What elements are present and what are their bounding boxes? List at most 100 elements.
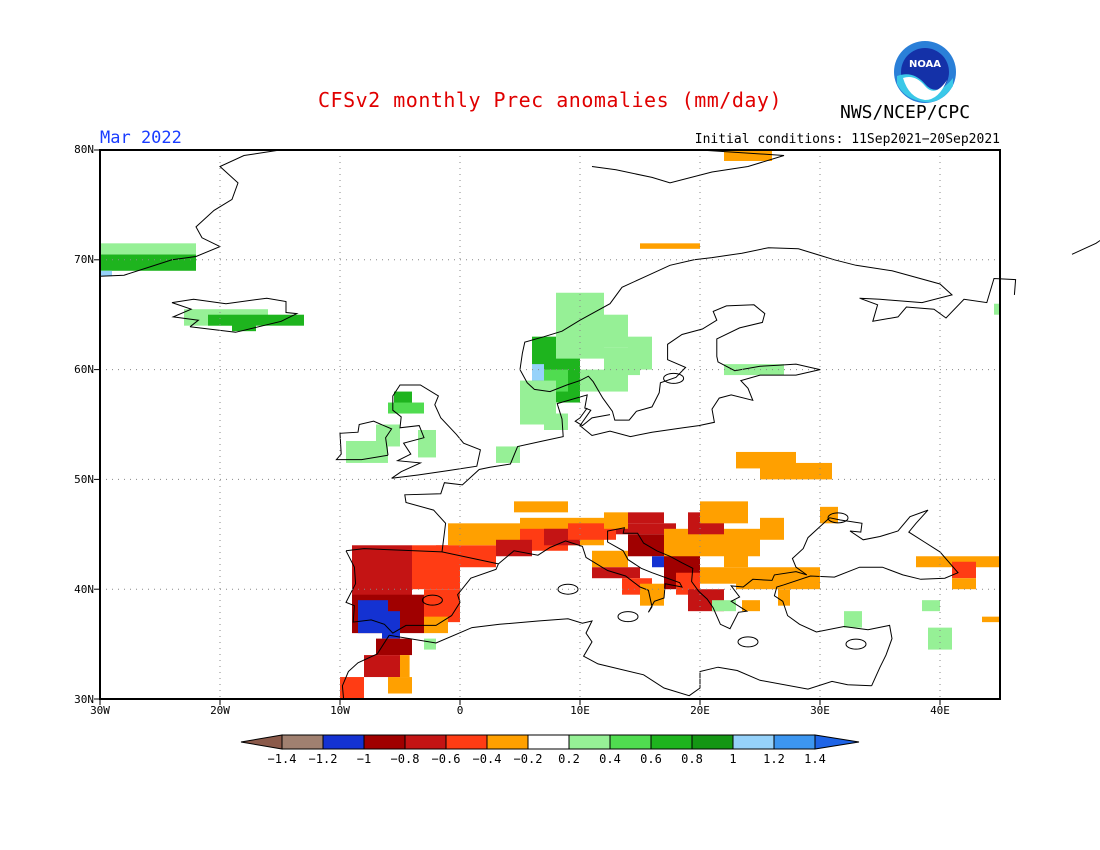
logo-text: NOAA — [909, 59, 941, 70]
colorbar-label: −1 — [356, 752, 372, 766]
coastlines — [99, 149, 1100, 700]
lon-label: 10E — [570, 704, 590, 717]
colorbar-label: 0.6 — [640, 752, 662, 766]
anomaly-cell — [232, 320, 256, 332]
anomaly-cell — [700, 501, 748, 524]
map-title: CFSv2 monthly Prec anomalies (mm/day) — [317, 88, 783, 112]
island — [421, 594, 443, 606]
coastline — [341, 635, 390, 700]
forecast-month: Mar 2022 — [100, 128, 182, 148]
colorbar-swatch — [527, 734, 570, 750]
anomaly-cells — [100, 150, 1000, 699]
anomaly-cell — [340, 677, 364, 699]
colorbar-swatch — [732, 734, 775, 750]
lon-label: 10W — [330, 704, 350, 717]
colorbar-label: 1 — [729, 752, 737, 766]
anomaly-cell — [388, 402, 424, 414]
colorbar-label: −0.6 — [431, 752, 461, 766]
colorbar-label: −0.8 — [390, 752, 420, 766]
lat-label: 80N — [74, 143, 94, 156]
anomaly-cell — [640, 583, 664, 606]
colorbar-swatch — [650, 734, 693, 750]
anomaly-cell — [100, 270, 112, 277]
island — [845, 638, 867, 650]
map-frame — [99, 149, 1001, 700]
coastline — [574, 407, 611, 427]
colorbar-label: −1.2 — [308, 752, 338, 766]
anomaly-cell — [544, 413, 568, 430]
lon-label: 20W — [210, 704, 230, 717]
colorbar-swatch — [486, 734, 529, 750]
colorbar-swatch — [609, 734, 652, 750]
anomaly-cell — [172, 243, 196, 255]
anomaly-cell — [952, 561, 976, 579]
coastline — [1071, 239, 1100, 255]
coastline — [498, 509, 959, 687]
colorbar-swatch — [773, 734, 816, 750]
anomaly-cell — [496, 539, 532, 557]
lon-label: 20E — [690, 704, 710, 717]
coastline — [391, 384, 481, 479]
anomaly-cell — [100, 243, 172, 255]
colorbar-swatch — [404, 734, 447, 750]
anomaly-cell — [628, 534, 664, 557]
anomaly-cell — [616, 523, 676, 535]
anomaly-cell — [364, 655, 400, 678]
anomaly-cell — [952, 578, 976, 590]
anomaly-cell — [742, 600, 760, 612]
island — [827, 512, 849, 524]
colorbar-label: −1.4 — [267, 752, 297, 766]
lat-label: 70N — [74, 253, 94, 266]
colorbar — [240, 734, 860, 750]
agency-label: NWS/NCEP/CPC — [840, 102, 971, 123]
anomaly-cell — [994, 303, 1000, 315]
anomaly-cell — [628, 336, 652, 370]
noaa-logo: NOAA — [894, 41, 956, 103]
anomaly-cell — [556, 292, 604, 359]
anomaly-cell — [376, 424, 400, 447]
coastline — [591, 149, 785, 184]
anomaly-cell — [712, 600, 736, 612]
island — [737, 636, 759, 648]
anomaly-cell — [700, 567, 736, 584]
coastline — [389, 618, 872, 697]
anomaly-cell — [418, 429, 436, 458]
anomaly-cell — [496, 446, 520, 463]
graticule — [100, 150, 1000, 699]
anomaly-cell — [760, 462, 832, 480]
anomaly-cell — [760, 517, 784, 540]
anomaly-cell — [844, 611, 862, 628]
colorbar-arrow-left — [240, 734, 283, 750]
island — [663, 372, 685, 384]
coastline — [519, 247, 1017, 370]
anomaly-cell — [592, 550, 628, 568]
colorbar-swatch — [568, 734, 611, 750]
anomaly-cell — [724, 150, 772, 161]
axis-ticks — [94, 149, 941, 705]
lat-label: 30N — [74, 693, 94, 706]
anomaly-cell — [982, 616, 1000, 623]
colorbar-swatch — [691, 734, 734, 750]
colorbar-swatch — [322, 734, 365, 750]
island — [557, 583, 579, 595]
anomaly-cell — [640, 243, 700, 249]
lat-label: 60N — [74, 363, 94, 376]
anomaly-cell — [424, 638, 436, 650]
anomaly-cell — [736, 567, 820, 590]
anomaly-cell — [922, 600, 940, 612]
coastline — [99, 149, 281, 277]
colorbar-label: −0.2 — [513, 752, 543, 766]
anomaly-cell — [928, 627, 952, 650]
anomaly-cell — [628, 512, 664, 524]
coastline — [171, 297, 299, 333]
anomaly-cell — [604, 512, 628, 529]
anomaly-cell — [604, 314, 628, 348]
lon-label: 0 — [456, 704, 464, 717]
colorbar-label: 1.2 — [763, 752, 785, 766]
anomaly-cell — [100, 254, 196, 271]
colorbar-swatch — [445, 734, 488, 750]
lon-label: 30W — [90, 704, 110, 717]
coastline — [404, 369, 821, 552]
coastline — [335, 420, 393, 461]
